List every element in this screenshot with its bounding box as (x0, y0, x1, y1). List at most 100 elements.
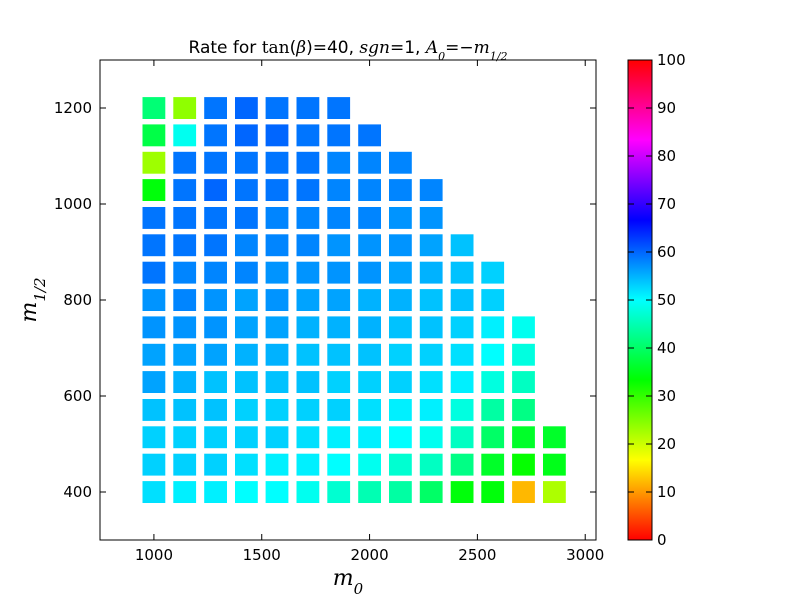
heatmap-cell (389, 151, 412, 174)
heatmap-cell (296, 151, 320, 174)
heatmap-cell (204, 399, 227, 421)
heatmap-cell (481, 289, 505, 311)
heatmap-cell (327, 97, 351, 119)
title-part: =1, (390, 38, 426, 58)
colorbar-tick-label: 20 (657, 435, 676, 453)
heatmap-cell (265, 343, 289, 366)
y-axis-label-text: m1/2 (17, 277, 49, 322)
heatmap-cell (327, 234, 351, 257)
heatmap-cell (173, 453, 197, 476)
heatmap-cell (389, 343, 412, 366)
heatmap-cell (327, 453, 351, 476)
heatmap-cell (173, 399, 197, 421)
heatmap-cell (235, 289, 258, 311)
heatmap-cell (265, 179, 289, 201)
heatmap-cell (204, 289, 227, 311)
heatmap-cell (265, 316, 289, 339)
heatmap-cell (450, 234, 474, 257)
heatmap-cell (358, 179, 381, 201)
y-tick-label: 800 (63, 291, 92, 309)
heatmap-cell (173, 151, 197, 174)
heatmap-cell (419, 261, 443, 284)
heatmap-cell (358, 207, 381, 229)
heatmap-cell (327, 289, 351, 311)
heatmap-cell (358, 316, 381, 339)
heatmap-cell (204, 371, 227, 393)
heatmap-cell (142, 426, 166, 449)
heatmap-cell (142, 97, 166, 119)
heatmap-cell (512, 426, 535, 449)
heatmap-cell (327, 399, 351, 421)
heatmap-cell (389, 371, 412, 393)
x-tick-label: 2000 (350, 546, 388, 564)
heatmap-cell (389, 481, 412, 503)
heatmap-cell (389, 179, 412, 201)
heatmap-cell (204, 179, 227, 201)
x-axis: 1000 1500 2000 2500 3000 (135, 60, 604, 564)
heatmap-cell (450, 316, 474, 339)
heatmap-cell (389, 453, 412, 476)
title-text: Rate for tan(β)=40, sgn=1, A0=−m1/2 (189, 38, 508, 63)
colorbar-tick-label: 60 (657, 243, 676, 261)
heatmap-cell (296, 426, 320, 449)
heatmap-cell (389, 426, 412, 449)
heatmap-cell (358, 371, 381, 393)
heatmap-cell (450, 426, 474, 449)
colorbar-tick-label: 50 (657, 291, 676, 309)
heatmap-cell (327, 316, 351, 339)
heatmap-cell (204, 234, 227, 257)
heatmap-cell (327, 481, 351, 503)
heatmap-cell (142, 343, 166, 366)
heatmap-cell (296, 481, 320, 503)
heatmap-cell (142, 207, 166, 229)
heatmap-cell (358, 234, 381, 257)
heatmap-cell (481, 453, 505, 476)
heatmap-cell (419, 399, 443, 421)
heatmap-cell (512, 343, 535, 366)
heatmap-cell (235, 371, 258, 393)
heatmap-cell (296, 316, 320, 339)
heatmap-cell (142, 179, 166, 201)
heatmap-cell (265, 124, 289, 147)
heatmap-cell (265, 234, 289, 257)
heatmap-cell (450, 371, 474, 393)
heatmap-cell (389, 261, 412, 284)
x-tick-label: 3000 (566, 546, 604, 564)
heatmap-cell (173, 261, 197, 284)
heatmap-cells (142, 97, 566, 503)
colorbar-tick-label: 0 (657, 531, 667, 549)
y-label-sub: 1/2 (31, 277, 49, 301)
heatmap-cell (481, 316, 505, 339)
heatmap-cell (512, 371, 535, 393)
title-part: ( (290, 38, 297, 58)
heatmap-cell (173, 316, 197, 339)
x-axis-label: m0 (333, 566, 364, 598)
heatmap-cell (296, 399, 320, 421)
y-tick-label: 1000 (54, 195, 92, 213)
heatmap-cell (173, 97, 197, 119)
heatmap-cell (450, 343, 474, 366)
heatmap-cell (235, 399, 258, 421)
heatmap-cell (173, 124, 197, 147)
heatmap-cell (481, 343, 505, 366)
y-axis-label: m1/2 (17, 277, 49, 322)
heatmap-cell (265, 426, 289, 449)
heatmap-cell (204, 426, 227, 449)
heatmap-cell (142, 151, 166, 174)
heatmap-cell (296, 289, 320, 311)
heatmap-cell (358, 289, 381, 311)
heatmap-cell (235, 207, 258, 229)
heatmap-cell (235, 97, 258, 119)
heatmap-cell (204, 453, 227, 476)
heatmap-cell (235, 179, 258, 201)
title-part: β (295, 38, 306, 58)
y-label-base: m (17, 302, 42, 323)
y-tick-label: 600 (63, 387, 92, 405)
heatmap-cell (265, 371, 289, 393)
colorbar-tick-label: 40 (657, 339, 676, 357)
heatmap-cell (419, 371, 443, 393)
heatmap-cell (512, 399, 535, 421)
heatmap-cell (327, 124, 351, 147)
heatmap-cell (358, 343, 381, 366)
title-part: tan (262, 38, 290, 58)
